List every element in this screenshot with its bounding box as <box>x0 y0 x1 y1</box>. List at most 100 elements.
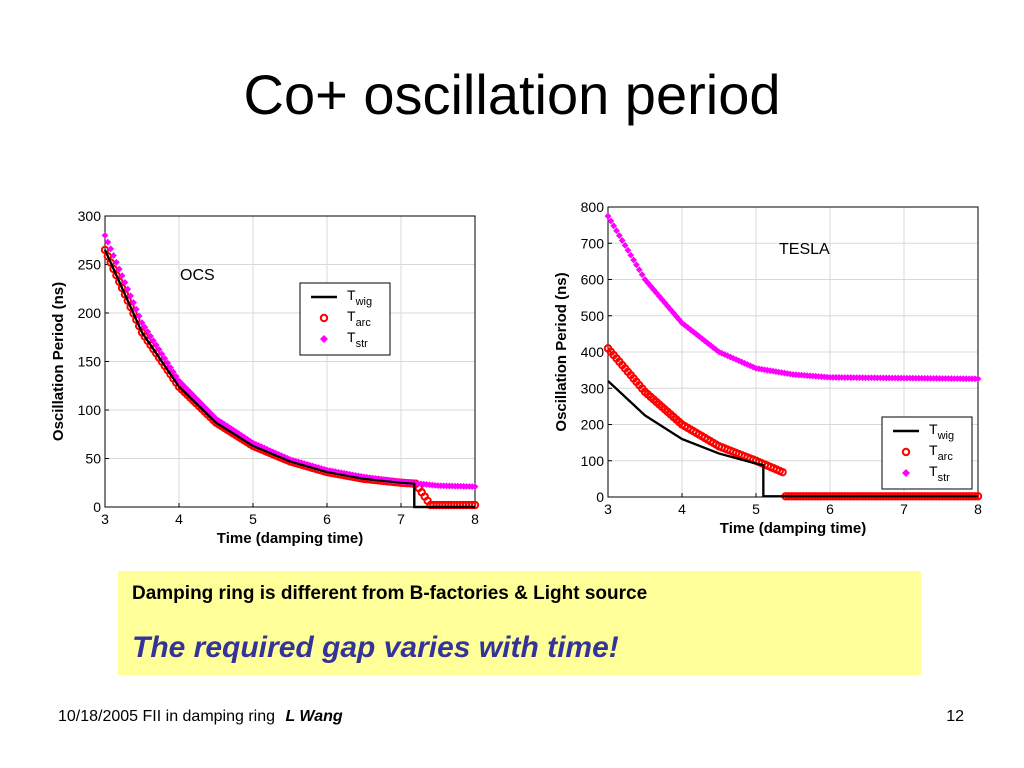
y-tick-label: 400 <box>581 344 605 360</box>
data-point-t-arc <box>123 296 132 305</box>
data-point-t-str <box>709 344 717 351</box>
x-tick-label: 3 <box>101 511 109 527</box>
data-point-t-str <box>644 279 652 287</box>
data-point-t-str <box>229 426 237 434</box>
data-point-t-str <box>164 359 172 367</box>
legend-label-subscript: wig <box>355 296 373 308</box>
data-point-t-str <box>144 328 152 336</box>
data-point-t-arc <box>129 309 138 318</box>
chart-annotation: OCS <box>180 267 215 284</box>
legend-label-subscript: wig <box>937 430 955 442</box>
legend-box <box>299 282 391 356</box>
data-point-t-str <box>118 272 126 280</box>
data-point-t-str <box>715 348 723 356</box>
footer-info: 10/18/2005 FII in damping ring L Wang <box>58 708 343 726</box>
data-point-t-str <box>212 415 220 423</box>
page-number: 12 <box>946 708 964 725</box>
y-axis-label: Oscillation Period (ns) <box>553 272 570 431</box>
chart-annotation: TESLA <box>779 241 830 258</box>
legend-label: Tarc <box>929 442 953 463</box>
y-tick-label: 500 <box>581 308 605 324</box>
ocs-chart: 3 4 5 6 7 8 0 50 100 150 200 250 300 Time (damping ti… <box>50 208 480 547</box>
data-point-t-arc <box>467 500 477 510</box>
data-point-t-str <box>672 312 680 320</box>
data-point-t-str <box>704 339 712 347</box>
data-point-t-str <box>167 364 174 371</box>
legend-label-main: T <box>929 463 938 479</box>
data-point-t-str <box>633 261 640 269</box>
data-point-t-str <box>158 350 166 358</box>
series-line-top <box>103 249 475 509</box>
legend-swatch-diamond <box>320 335 328 343</box>
data-point-t-str <box>198 400 206 408</box>
legend-label: Twig <box>347 287 372 308</box>
legend-label-main: T <box>347 308 356 324</box>
data-point-t-str <box>724 352 731 360</box>
series-line-top <box>607 380 978 498</box>
plot-series <box>603 212 983 501</box>
legend-swatch-diamond <box>902 469 910 477</box>
x-tick-label: 7 <box>900 501 908 517</box>
data-point-t-str <box>218 419 226 426</box>
data-point-t-str <box>138 319 146 327</box>
legend-label-subscript: arc <box>938 451 954 463</box>
data-point-t-str <box>104 238 112 246</box>
plot-series <box>100 232 480 510</box>
data-point-t-str <box>178 380 186 388</box>
y-axis-label: Oscillation Period (ns) <box>50 282 67 441</box>
legend-label-main: T <box>929 421 938 437</box>
data-point-t-str <box>650 286 657 293</box>
legend-swatch-circle <box>901 447 911 457</box>
data-point-t-str <box>610 222 618 230</box>
data-point-t-str <box>121 279 129 286</box>
x-tick-label: 5 <box>249 511 257 527</box>
data-point-t-str <box>169 368 177 376</box>
data-point-t-str <box>192 394 200 402</box>
y-tick-label: 600 <box>581 272 605 288</box>
x-axis-label: Time (damping time) <box>720 520 866 537</box>
data-point-t-str <box>624 246 632 254</box>
legend-label: Tstr <box>347 329 368 350</box>
data-point-t-str <box>607 217 615 225</box>
callout-emphasis: The required gap varies with time! <box>132 631 619 664</box>
x-tick-label: 6 <box>323 511 331 527</box>
legend-label: Twig <box>929 421 954 442</box>
y-tick-label: 200 <box>581 417 605 433</box>
data-point-t-str <box>149 337 157 345</box>
data-point-t-str <box>161 355 169 362</box>
data-point-t-str <box>749 363 757 371</box>
data-point-t-str <box>615 232 623 239</box>
data-point-t-arc <box>470 500 480 510</box>
data-point-t-str <box>300 460 308 467</box>
data-point-t-str <box>155 346 163 353</box>
x-tick-label: 4 <box>678 501 686 517</box>
data-point-t-str <box>635 266 643 274</box>
data-point-t-str <box>670 309 677 317</box>
x-axis-label: Time (damping time) <box>217 530 363 547</box>
data-point-t-str <box>471 483 479 491</box>
y-tick-label: 150 <box>78 354 102 370</box>
slide-title: Co+ oscillation period <box>243 63 781 126</box>
data-point-t-str <box>746 362 754 370</box>
y-tick-label: 0 <box>93 499 101 515</box>
data-point-t-str <box>707 341 714 349</box>
y-tick-label: 100 <box>78 402 102 418</box>
x-tick-label: 4 <box>175 511 183 527</box>
data-point-t-str <box>638 271 646 279</box>
data-point-t-str <box>701 337 709 345</box>
legend-box <box>881 416 973 490</box>
x-tick-label: 5 <box>752 501 760 517</box>
data-point-t-str <box>130 299 137 306</box>
legend-label: Tstr <box>929 463 950 484</box>
legend-label: Tarc <box>347 308 371 329</box>
data-point-t-str <box>110 252 117 259</box>
legend-label-main: T <box>929 442 938 458</box>
data-point-t-str <box>141 323 149 331</box>
y-tick-label: 300 <box>78 208 102 224</box>
y-tick-label: 250 <box>78 257 102 273</box>
data-point-t-str <box>974 375 982 383</box>
data-point-t-str <box>249 439 257 447</box>
data-point-t-str <box>744 361 751 368</box>
x-tick-label: 7 <box>397 511 405 527</box>
